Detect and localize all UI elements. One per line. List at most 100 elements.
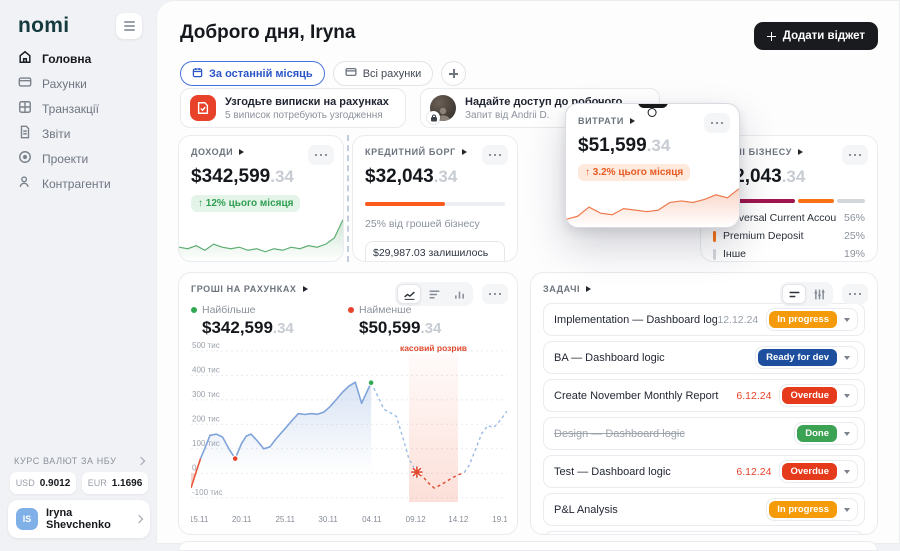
expenses-widget-dragging[interactable]: ВИТРАТИ $51,599.34 ↑ 3.2% цього місяця — [565, 103, 740, 228]
chevron-down-icon — [844, 393, 850, 398]
money-panel-title[interactable]: ГРОШІ НА РАХУНКАХ — [191, 284, 505, 294]
drag-drop-indicator — [347, 135, 349, 262]
business-widget-menu-button[interactable] — [842, 145, 868, 165]
task-row[interactable]: P&L Analysis In progress — [543, 493, 865, 526]
eur-label: EUR — [87, 478, 107, 488]
income-widget: ДОХОДИ $342,599.34 ↑ 12% цього місяця — [178, 135, 344, 262]
target-icon — [18, 150, 32, 167]
notification-title: Узгодьте виписки на рахунках — [225, 95, 389, 108]
list-view-button[interactable] — [422, 284, 446, 304]
document-icon — [18, 125, 32, 142]
filter-period-chip[interactable]: За останній місяць — [180, 61, 325, 86]
list-view-button[interactable] — [782, 284, 806, 304]
expand-icon — [586, 286, 592, 292]
task-status-dropdown[interactable]: Overdue — [779, 460, 858, 483]
income-trend-badge: ↑ 12% цього місяця — [191, 195, 301, 212]
money-panel-menu-button[interactable] — [482, 284, 508, 304]
chevron-down-icon — [844, 431, 850, 436]
expand-icon — [302, 286, 308, 292]
grab-cursor-icon — [647, 108, 657, 117]
sidebar-item-label: Рахунки — [42, 76, 87, 91]
credit-value: $32,043.34 — [365, 166, 458, 187]
usd-rate[interactable]: USD 0.9012 — [10, 472, 76, 494]
sidebar-item-accounts[interactable]: Рахунки — [0, 71, 156, 96]
chevron-right-icon — [136, 456, 146, 466]
notification-subtitle: Запит від Andrii D. — [465, 109, 550, 121]
add-filter-button[interactable] — [441, 61, 467, 86]
tasks-view-switcher — [780, 282, 833, 306]
task-row[interactable]: Design — Dashboard logic Done — [543, 417, 865, 450]
user-profile[interactable]: IS Iryna Shevchenko — [8, 500, 150, 538]
add-widget-button[interactable]: Додати віджет — [753, 22, 878, 50]
currency-title: КУРС ВАЛЮТ ЗА НБУ — [14, 456, 117, 466]
task-row[interactable]: BA — Dashboard logic Ready for dev — [543, 341, 865, 374]
min-balance-legend: Найменше $50,599.34 — [348, 304, 505, 338]
bar-chart-view-button[interactable] — [447, 284, 471, 304]
expenses-widget-title[interactable]: ВИТРАТИ — [578, 116, 727, 126]
business-widget-title[interactable]: ГРОШІ БІЗНЕСУ — [713, 147, 865, 157]
avatar: IS — [16, 508, 38, 530]
task-status-dropdown[interactable]: In progress — [766, 498, 858, 521]
svg-text:500 тис: 500 тис — [192, 342, 220, 350]
line-chart-view-button[interactable] — [397, 284, 421, 304]
task-status-dropdown[interactable]: Done — [794, 422, 858, 445]
task-row[interactable]: Test — Dashboard logic 6.12.24 Overdue — [543, 455, 865, 488]
plus-icon — [449, 69, 459, 78]
sidebar-item-transactions[interactable]: Транзакції — [0, 96, 156, 121]
svg-text:400 тис: 400 тис — [192, 365, 220, 374]
sidebar-collapse-button[interactable] — [116, 13, 142, 39]
drag-handle[interactable] — [637, 104, 668, 108]
currency-header[interactable]: КУРС ВАЛЮТ ЗА НБУ — [10, 456, 148, 472]
task-status-dropdown[interactable]: In progress — [766, 308, 858, 331]
card-icon — [18, 75, 32, 92]
svg-text:19.12: 19.12 — [492, 515, 507, 524]
income-widget-menu-button[interactable] — [308, 145, 334, 165]
filter-accounts-chip[interactable]: Всі рахунки — [332, 61, 434, 86]
svg-text:25.11: 25.11 — [275, 515, 295, 524]
tasks-panel-menu-button[interactable] — [842, 284, 868, 304]
task-row[interactable]: Create November Monthly Report 6.12.24 O… — [543, 379, 865, 412]
notification-subtitle: 5 виписок потребують узгодження — [225, 109, 383, 121]
eur-rate[interactable]: EUR 1.1696 — [82, 472, 148, 494]
app-logo[interactable]: nomi — [18, 14, 70, 37]
sidebar-item-label: Проекти — [42, 151, 89, 166]
sidebar-item-counterparties[interactable]: Контрагенти — [0, 171, 156, 196]
board-view-button[interactable] — [807, 284, 831, 304]
eur-value: 1.1696 — [111, 477, 143, 489]
task-row[interactable]: Create Audit 10.12.24 Done — [543, 531, 865, 534]
sidebar-item-home[interactable]: Головна — [0, 46, 156, 71]
task-row[interactable]: Implementation — Dashboard logic 12.12.2… — [543, 303, 865, 336]
svg-text:14.12: 14.12 — [448, 515, 469, 524]
credit-progress-bar — [365, 202, 505, 206]
sidebar-item-reports[interactable]: Звіти — [0, 121, 156, 146]
expenses-sparkline — [566, 181, 739, 227]
task-status-dropdown[interactable]: Ready for dev — [755, 346, 858, 369]
income-widget-title[interactable]: ДОХОДИ — [191, 147, 331, 157]
expand-icon — [461, 149, 467, 155]
notification-statements[interactable]: Узгодьте виписки на рахунках 5 виписок п… — [180, 88, 406, 128]
expenses-widget-menu-button[interactable] — [704, 113, 730, 133]
tasks-panel-title[interactable]: ЗАДАЧІ — [543, 284, 865, 294]
expenses-trend-badge: ↑ 3.2% цього місяця — [578, 164, 691, 181]
svg-text:09.12: 09.12 — [406, 515, 427, 524]
min-dot-icon — [348, 307, 354, 313]
money-on-accounts-panel: ГРОШІ НА РАХУНКАХ Найбільше $342,599.34 … — [178, 272, 518, 535]
allocation-legend-row: Інше 19% — [713, 248, 865, 260]
credit-debt-widget: КРЕДИТНИЙ БОРГ $32,043.34 25% від грошей… — [352, 135, 518, 262]
svg-text:15.11: 15.11 — [191, 515, 209, 524]
svg-text:30.11: 30.11 — [318, 515, 338, 524]
chevron-down-icon — [844, 317, 850, 322]
credit-widget-title[interactable]: КРЕДИТНИЙ БОРГ — [365, 147, 505, 157]
legend-marker — [713, 230, 716, 242]
task-status-dropdown[interactable]: Overdue — [779, 384, 858, 407]
filter-period-label: За останній місяць — [209, 67, 313, 80]
sidebar-item-projects[interactable]: Проекти — [0, 146, 156, 171]
svg-text:200 тис: 200 тис — [192, 414, 220, 423]
allocation-legend-row: Universal Current Account 56% — [713, 212, 865, 224]
credit-widget-menu-button[interactable] — [482, 145, 508, 165]
svg-text:0: 0 — [192, 463, 197, 472]
svg-text:04.11: 04.11 — [362, 515, 382, 524]
sidebar-item-label: Контрагенти — [42, 176, 111, 191]
plus-icon — [766, 31, 776, 41]
svg-text:касовий розрив: касовий розрив — [400, 343, 467, 353]
